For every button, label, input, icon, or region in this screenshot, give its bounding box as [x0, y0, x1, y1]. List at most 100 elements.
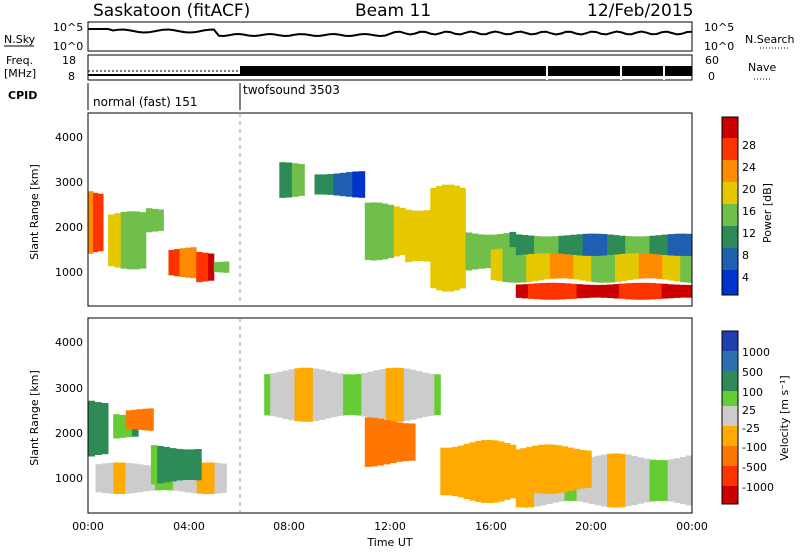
velocity-cell	[390, 421, 397, 464]
power-cb-2	[722, 226, 738, 248]
power-cell	[291, 163, 299, 197]
power-cell	[145, 208, 153, 233]
velocity-cell	[549, 444, 557, 494]
power-cell	[680, 247, 687, 283]
noise-right-tick-top: 10^5	[704, 21, 734, 34]
velocity-cell	[364, 417, 372, 467]
velocity-cb-1	[722, 351, 738, 371]
velocity-cell	[486, 439, 493, 504]
power-cell	[564, 283, 571, 300]
noise-panel: N.Sky N.Search 10^5 10^0 10^5 10^0	[4, 21, 795, 53]
power-cell	[576, 284, 584, 299]
power-cb-tick-24: 24	[742, 161, 756, 174]
velocity-cb-4	[722, 406, 738, 426]
velocity-cb-tick-neg500: -500	[742, 461, 767, 474]
velocity-cell	[625, 454, 632, 507]
power-cell	[662, 250, 669, 280]
velocity-cell	[119, 462, 126, 494]
power-cell	[399, 207, 406, 256]
power-cell	[615, 247, 622, 282]
power-panel: Slant Range [km] 1000 2000 3000 4000 4 8…	[28, 112, 774, 307]
velocity-cell	[526, 446, 533, 492]
power-cell	[649, 283, 656, 300]
velocity-cell	[95, 464, 102, 493]
power-cell	[168, 249, 175, 276]
power-cell	[424, 210, 431, 262]
power-cell	[585, 248, 592, 282]
velocity-cell	[585, 450, 592, 488]
power-cell	[453, 185, 461, 291]
date-title: 12/Feb/2015	[587, 1, 693, 21]
velocity-cell	[361, 373, 368, 417]
velocity-cell	[649, 459, 656, 502]
velocity-cb-3	[722, 391, 738, 406]
power-cell	[333, 173, 341, 196]
velocity-cell	[195, 449, 202, 481]
velocity-cell	[294, 368, 301, 422]
power-cell	[358, 171, 366, 198]
velocity-cb-label: Velocity [m s⁻¹]	[778, 375, 791, 460]
velocity-cell	[613, 453, 620, 508]
velocity-cell	[147, 408, 154, 431]
power-cell	[600, 284, 608, 298]
velocity-cell	[573, 448, 580, 490]
velocity-cell	[561, 446, 568, 493]
power-cell	[430, 188, 437, 289]
power-cell	[686, 247, 693, 283]
power-cell	[521, 235, 529, 255]
velocity-cell	[188, 449, 196, 480]
power-cell	[405, 209, 412, 263]
power-cell	[555, 251, 563, 279]
noise-left-tick-top: 10^5	[53, 21, 83, 34]
velocity-cell	[373, 370, 380, 420]
power-cell	[625, 236, 632, 254]
power-ytick-1000: 1000	[55, 266, 83, 279]
power-cell	[558, 235, 565, 254]
power-cell	[643, 236, 650, 254]
power-cell	[552, 236, 559, 254]
power-cell	[411, 210, 419, 262]
velocity-cell	[137, 464, 144, 493]
power-cell	[515, 234, 523, 256]
power-cell	[314, 174, 322, 195]
velocity-cell	[661, 460, 669, 501]
power-cell	[502, 247, 509, 283]
power-cell	[218, 261, 225, 273]
freq-label-2: [MHz]	[4, 67, 36, 80]
velocity-cell	[403, 368, 411, 421]
velocity-cell	[408, 423, 416, 461]
velocity-cell	[685, 455, 693, 506]
velocity-cell	[475, 440, 482, 502]
noise-trace	[88, 28, 693, 38]
velocity-cell	[113, 414, 120, 439]
velocity-cb-8	[722, 486, 738, 504]
velocity-cb-tick-1000: 1000	[742, 346, 770, 359]
time-tick-2: 08:00	[273, 520, 305, 533]
freq-panel: Freq. [MHz] Nave 18 8 60 0	[4, 54, 776, 83]
power-cell	[561, 251, 568, 279]
power-cell	[320, 174, 328, 195]
power-cell	[607, 234, 614, 255]
velocity-cb-7	[722, 466, 738, 486]
power-cell	[190, 247, 197, 279]
velocity-cell	[655, 460, 663, 501]
velocity-cell	[107, 462, 114, 494]
velocity-cell	[679, 456, 687, 505]
velocity-cell	[264, 374, 271, 416]
velocity-cell	[607, 453, 614, 508]
velocity-cell	[343, 374, 350, 416]
time-tick-4: 16:00	[475, 520, 507, 533]
power-cell	[538, 249, 545, 281]
power-cell	[668, 249, 675, 281]
freq-block	[240, 66, 692, 76]
power-cell	[540, 236, 547, 254]
power-cell	[661, 283, 669, 299]
velocity-cell	[176, 448, 183, 481]
power-cb-tick-28: 28	[742, 139, 756, 152]
velocity-cell	[502, 450, 509, 488]
power-cell	[619, 235, 626, 254]
power-cell	[185, 247, 191, 278]
nave-label: Nave	[748, 61, 776, 74]
power-cell	[370, 202, 377, 261]
power-cell	[93, 192, 99, 253]
